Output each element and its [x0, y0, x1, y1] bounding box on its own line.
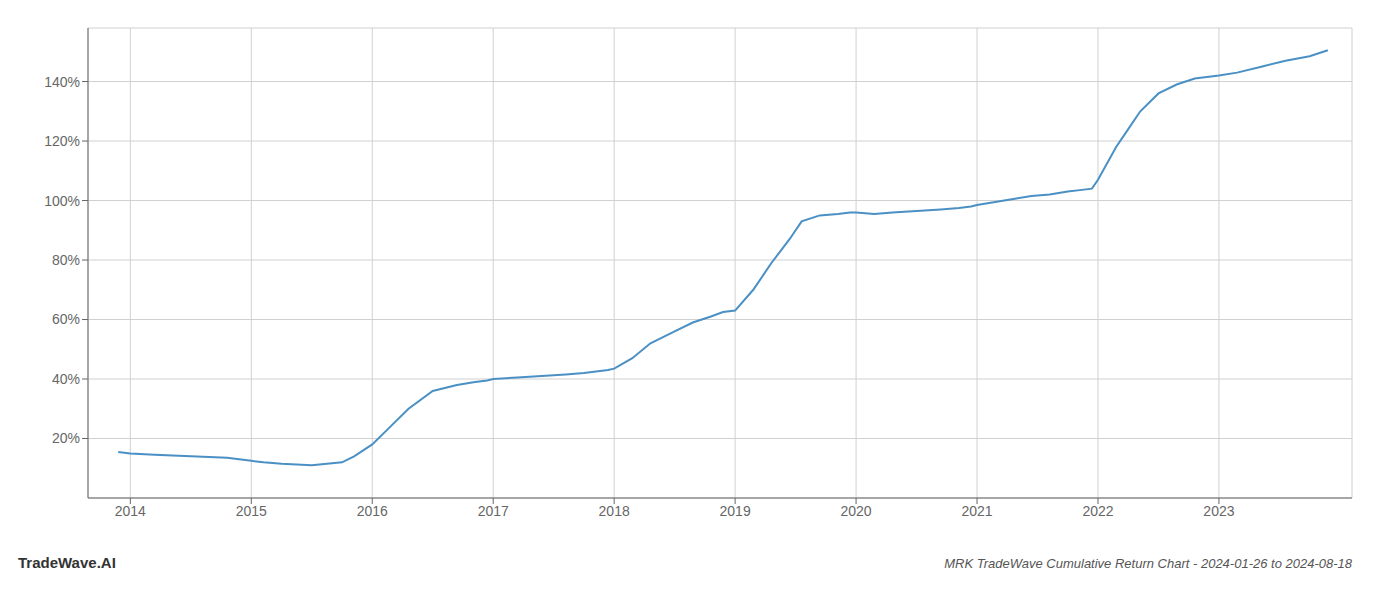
svg-text:2023: 2023: [1203, 503, 1234, 519]
svg-text:140%: 140%: [44, 74, 80, 90]
html-text:TradeWave.AI: TradeWave.AI: [18, 554, 116, 571]
svg-text:2021: 2021: [961, 503, 992, 519]
svg-text:60%: 60%: [52, 311, 80, 327]
svg-text:120%: 120%: [44, 133, 80, 149]
svg-text:2017: 2017: [478, 503, 509, 519]
svg-text:2020: 2020: [840, 503, 871, 519]
svg-text:40%: 40%: [52, 371, 80, 387]
svg-text:20%: 20%: [52, 430, 80, 446]
svg-text:2015: 2015: [236, 503, 267, 519]
svg-text:2018: 2018: [599, 503, 630, 519]
html-text:MRK TradeWave Cumulative Retur: MRK TradeWave Cumulative Return Chart - …: [944, 556, 1352, 571]
svg-text:2014: 2014: [115, 503, 146, 519]
svg-text:100%: 100%: [44, 193, 80, 209]
svg-text:2016: 2016: [357, 503, 388, 519]
svg-text:80%: 80%: [52, 252, 80, 268]
svg-text:2019: 2019: [720, 503, 751, 519]
svg-text:2022: 2022: [1082, 503, 1113, 519]
